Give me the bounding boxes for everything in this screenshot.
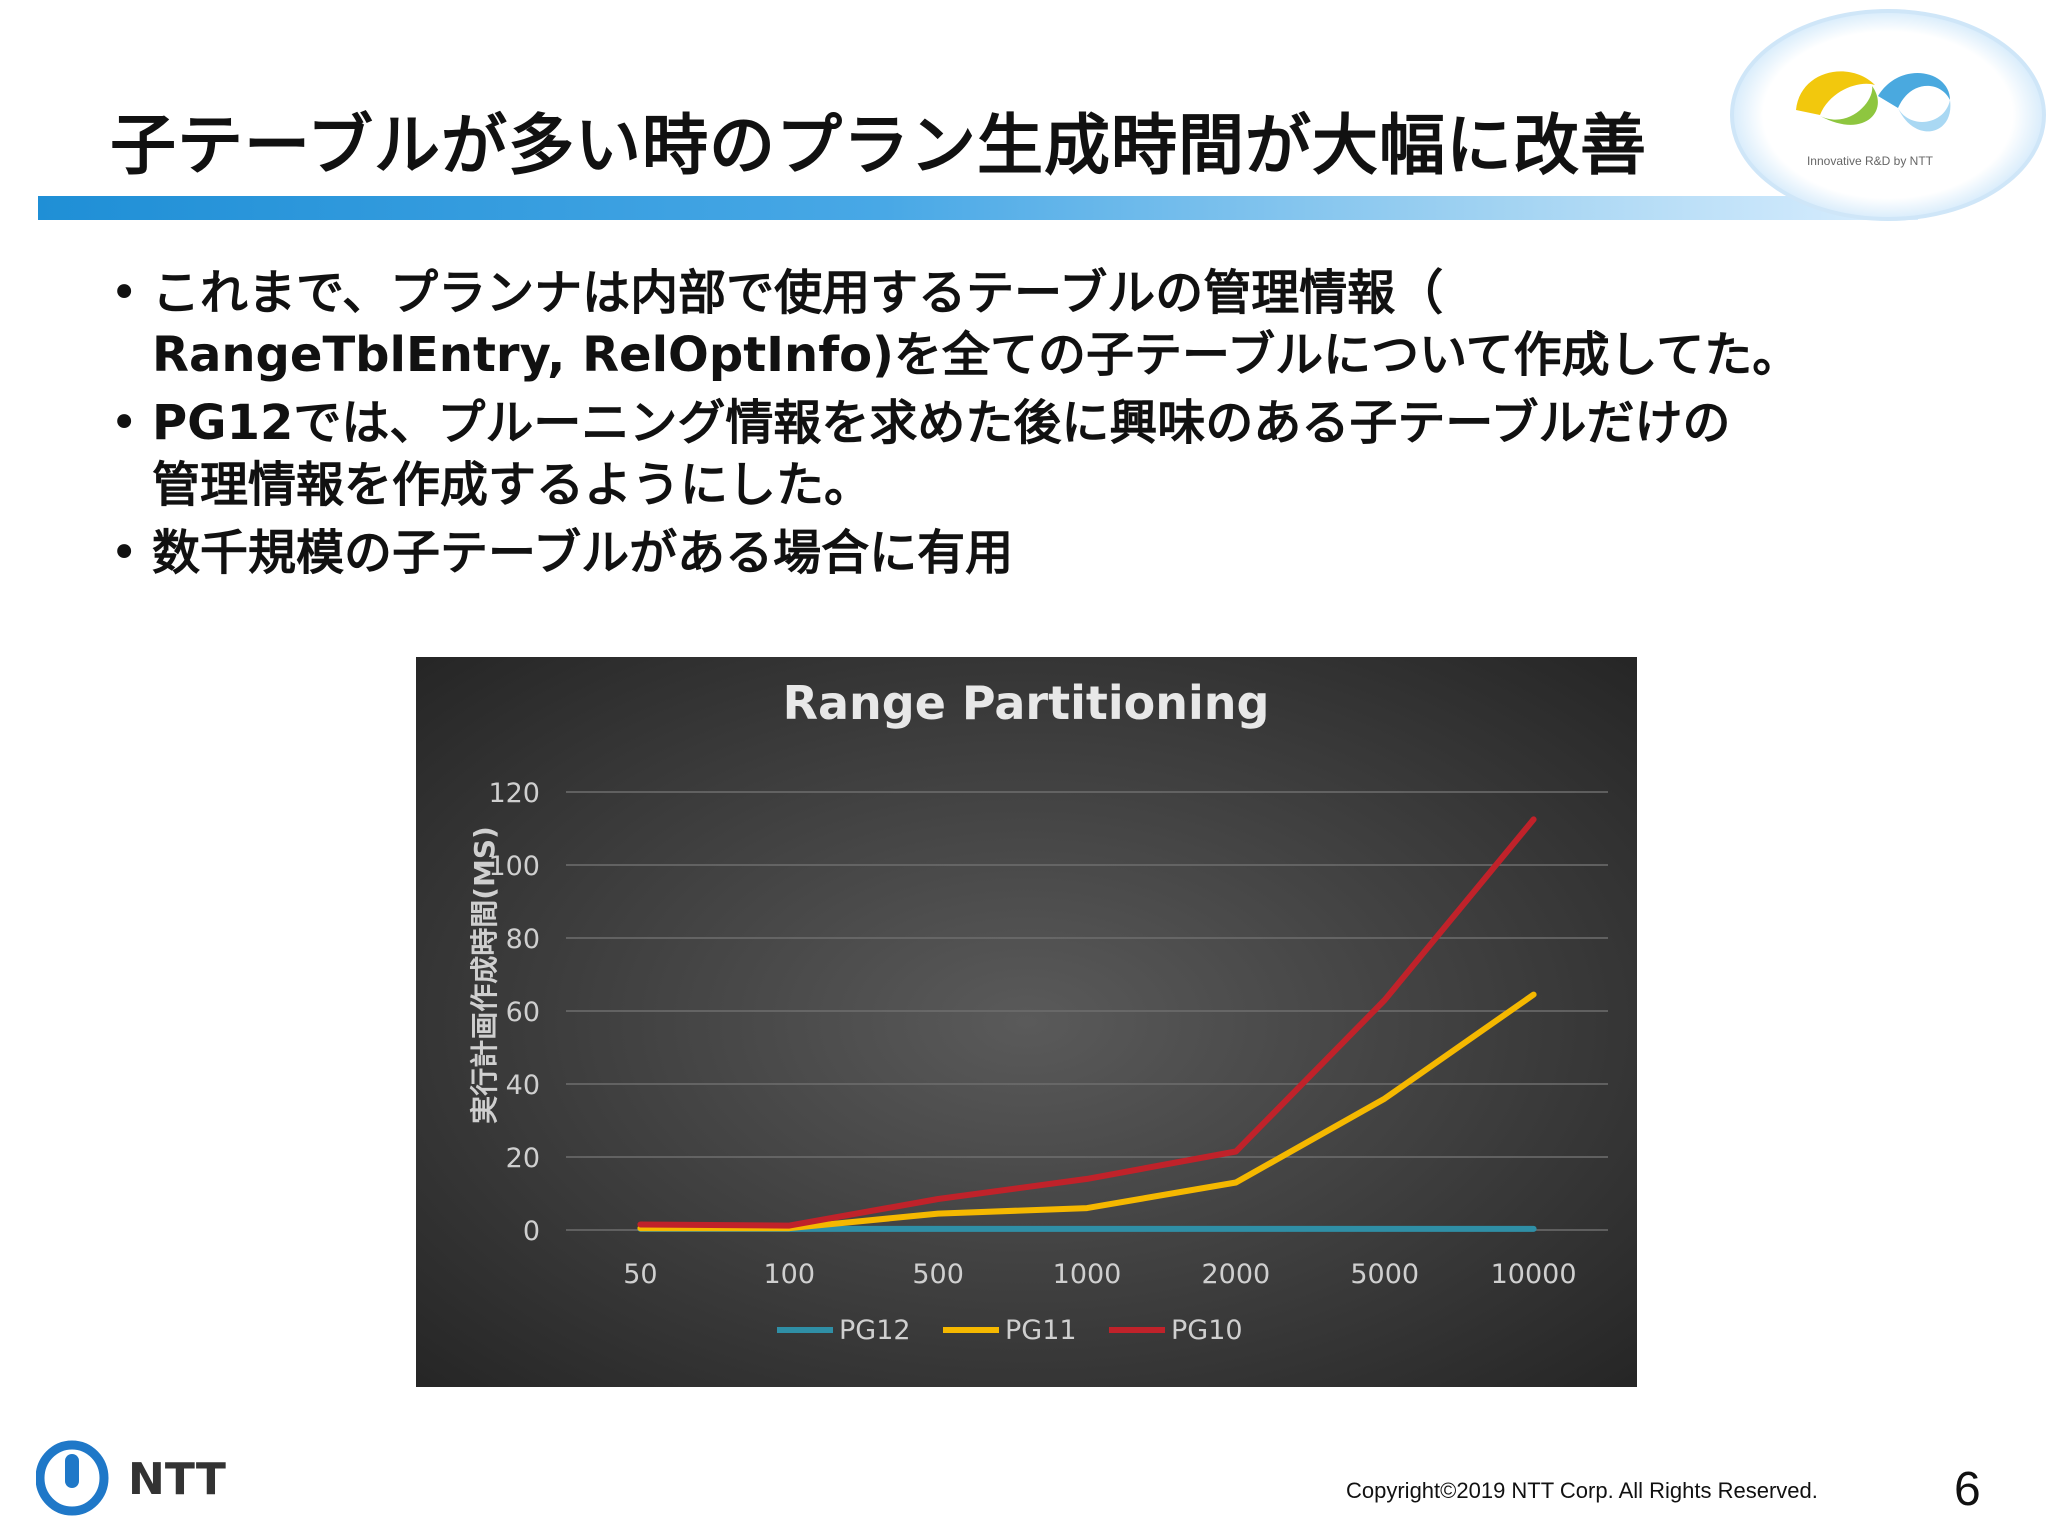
y-tick-label: 40 <box>506 1070 540 1101</box>
bullet-text: 管理情報を作成するようにした。 <box>152 457 873 513</box>
y-tick-label: 120 <box>488 778 540 809</box>
bullet-text: RangeTblEntry, RelOptInfo)を全ての子テーブルについて作… <box>152 327 1801 383</box>
y-axis-label: 実行計画作成時間(MS) <box>468 826 501 1124</box>
bullet-item: PG12では、プルーニング情報を求めた後に興味のある子テーブルだけの 管理情報を… <box>110 392 1960 516</box>
legend-label: PG11 <box>1005 1315 1077 1346</box>
x-tick-label: 1000 <box>1053 1259 1122 1290</box>
bullet-text: PG12では、プルーニング情報を求めた後に興味のある子テーブルだけの <box>152 395 1731 451</box>
bullet-text: これまで、プランナは内部で使用するテーブルの管理情報（ <box>152 265 1444 321</box>
slide-title: 子テーブルが多い時のプラン生成時間が大幅に改善 <box>110 107 1648 184</box>
y-tick-label: 100 <box>488 851 540 882</box>
logo-blue-swirl-icon <box>1878 72 1950 108</box>
bullet-list: これまで、プランナは内部で使用するテーブルの管理情報（ RangeTblEntr… <box>110 262 1960 590</box>
y-tick-label: 0 <box>523 1216 540 1247</box>
series-line-pg10 <box>637 816 1537 1229</box>
chart-svg: Range Partitioning 実行計画作成時間(MS) 0 20 40 60 8… <box>416 657 1637 1387</box>
logo-tagline: Innovative R&D by NTT <box>1807 154 1934 168</box>
bullet-item: 数千規模の子テーブルがある場合に有用 <box>110 522 1960 584</box>
line-chart: Range Partitioning 実行計画作成時間(MS) 0 20 40 60 8… <box>416 657 1637 1387</box>
bullet-text: 数千規模の子テーブルがある場合に有用 <box>152 525 1014 581</box>
title-underline-bar <box>38 196 1918 220</box>
y-tick-label: 80 <box>506 924 540 955</box>
innovative-rnd-logo: Innovative R&D by NTT <box>1700 0 2048 230</box>
y-tick-label: 60 <box>506 997 540 1028</box>
x-tick-label: 50 <box>623 1259 657 1290</box>
copyright-text: Copyright©2019 NTT Corp. All Rights Rese… <box>1346 1478 1818 1503</box>
logo-green-swirl-icon <box>1820 86 1878 125</box>
x-tick-label: 10000 <box>1491 1259 1577 1290</box>
ntt-wordmark: NTT <box>128 1454 226 1505</box>
chart-background <box>416 657 1637 1387</box>
logo-yellow-swirl-icon <box>1796 71 1875 115</box>
logo-light-blue-swirl-icon <box>1898 100 1951 132</box>
x-tick-label: 2000 <box>1201 1259 1270 1290</box>
ntt-brand-logo: NTT <box>35 1440 256 1516</box>
page-number: 6 <box>1954 1463 1981 1516</box>
y-tick-label: 20 <box>506 1143 540 1174</box>
bullet-item: これまで、プランナは内部で使用するテーブルの管理情報（ RangeTblEntr… <box>110 262 1960 386</box>
x-tick-label: 100 <box>764 1259 816 1290</box>
chart-title: Range Partitioning <box>783 676 1270 730</box>
ntt-ring-icon <box>35 1440 109 1516</box>
x-tick-label: 5000 <box>1350 1259 1419 1290</box>
legend-label: PG12 <box>839 1315 911 1346</box>
ntt-center-icon <box>65 1454 79 1488</box>
legend-label: PG10 <box>1171 1315 1243 1346</box>
x-tick-label: 500 <box>912 1259 964 1290</box>
